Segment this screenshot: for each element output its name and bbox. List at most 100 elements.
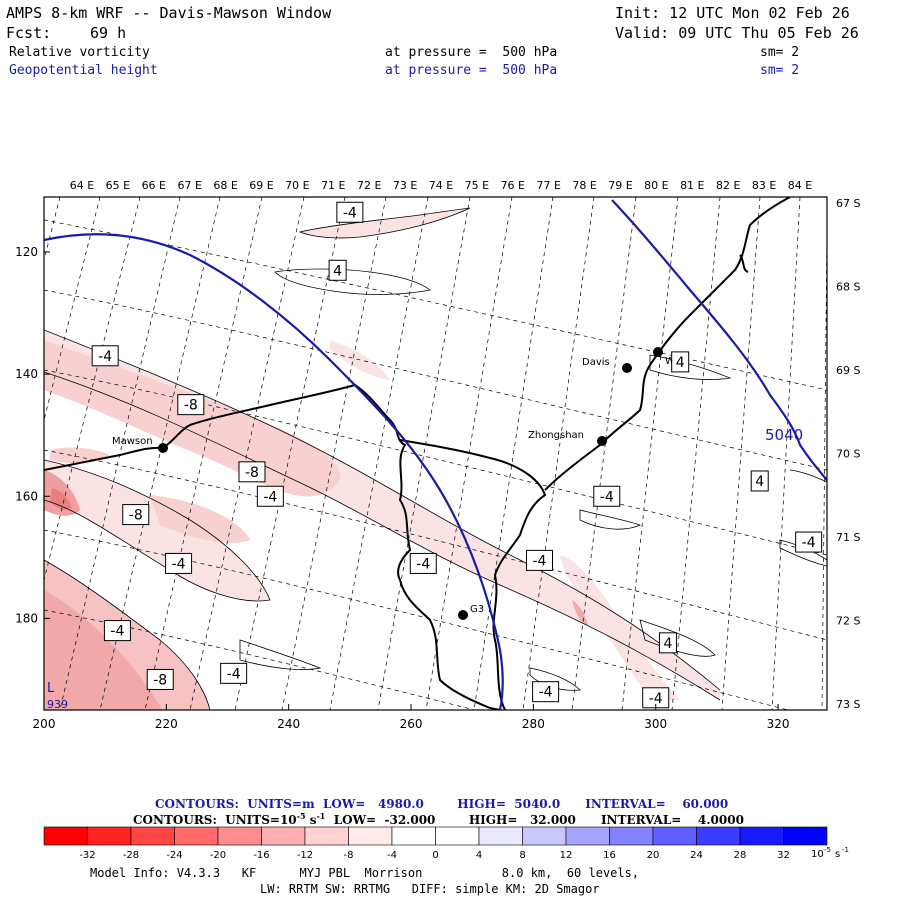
vorticity-label-box (658, 632, 677, 654)
colorbar-tick-label: 4 (476, 850, 482, 861)
colorbar-units-s: s (835, 849, 840, 860)
vorticity-contour-label: -8 (122, 504, 150, 526)
longitude-label: 73 E (393, 179, 417, 192)
colorbar-tick-label: 16 (603, 850, 616, 861)
colorbar-segment (130, 826, 175, 846)
longitude-label: 70 E (285, 179, 309, 192)
vorticity-contour-info: CONTOURS: UNITS=10-5 s-1 LOW= -32.000 HI… (133, 811, 744, 827)
zhongshan-marker (597, 436, 607, 446)
colorbar-tick-label: -8 (344, 850, 354, 861)
vorticity-contour-label: -4 (103, 620, 131, 642)
latitude-label: 69 S (836, 364, 860, 377)
colorbar-segment (522, 826, 567, 846)
vorticity-label-box (795, 531, 823, 553)
vorticity-label-text: 4 (755, 474, 764, 490)
vorticity-label-box (238, 461, 266, 483)
y-tick-label: 140 (15, 367, 38, 381)
latitude-label: 71 S (836, 531, 860, 544)
vorticity-label-text: -4 (649, 691, 663, 707)
vorticity-contour-label: -8 (238, 461, 266, 483)
vorticity-label-text: -8 (129, 508, 143, 524)
vorticity-contour-label: -4 (409, 552, 437, 574)
vorticity-label-text: -4 (533, 553, 547, 569)
longitude-label: 64 E (70, 179, 94, 192)
vorticity-label-text: -8 (153, 672, 167, 688)
vorticity-labels: -44-4-8-8-4-8-4-4-8 -4-4 -4-444-44-4 -4 (91, 201, 823, 709)
colorbar-units-s-exp: -1 (842, 846, 849, 854)
vorticity-contour-label: -4 (256, 485, 284, 507)
colorbar-segment (87, 826, 132, 846)
vorticity-label-text: -4 (343, 205, 357, 221)
vorticity-contour-label: -4 (593, 485, 621, 507)
longitude-label: 77 E (536, 179, 560, 192)
vorticity-contours (44, 207, 827, 710)
longitude-label: 81 E (680, 179, 704, 192)
vorticity-contour-label: 4 (328, 259, 347, 281)
vorticity-label-text: -4 (539, 685, 553, 701)
forecast-hour: 69 h (90, 24, 127, 42)
colorbar-tick-label: 0 (432, 850, 438, 861)
vorticity-label-box (103, 620, 131, 642)
field2-level: at pressure = 500 hPa (385, 63, 558, 78)
vorticity-label-text: -8 (245, 465, 259, 481)
y-tick-label: 160 (15, 489, 38, 503)
colorbar-tick-label: -16 (253, 850, 269, 861)
longitude-label: 68 E (213, 179, 237, 192)
vorticity-contour-label: -4 (165, 552, 193, 574)
colorbar-tick-label: -28 (123, 850, 139, 861)
vorticity-label-text: -4 (416, 556, 430, 572)
colorbar-units: 10 (811, 849, 824, 860)
station-label-g3: G3 (470, 604, 484, 615)
x-tick-label: 280 (522, 717, 545, 731)
colorbar-tick-label: -20 (210, 850, 226, 861)
station-label-mawson: Mawson (112, 436, 153, 447)
axes: 200 220 240 260 280 300 320 120 140 160 180 64 E 65 … (15, 179, 860, 731)
y-tick-label: 120 (15, 245, 38, 259)
vorticity-label-text: -4 (263, 489, 277, 505)
field2-smoothing: sm= 2 (760, 63, 800, 78)
vorticity-label-box (220, 662, 248, 684)
map-plot-area (44, 197, 827, 710)
x-tick-label: 200 (33, 717, 56, 731)
colorbar-tick-label: 32 (777, 850, 790, 861)
valid-time: Valid: 09 UTC Thu 05 Feb 26 (615, 24, 859, 42)
whp-marker (653, 347, 663, 357)
longitude-label: 75 E (465, 179, 489, 192)
vorticity-label-text: 4 (676, 355, 685, 371)
latitude-label: 72 S (836, 615, 860, 628)
vorticity-label-box (525, 549, 553, 571)
colorbar-segment (261, 826, 306, 846)
colorbar-tick-label: -4 (387, 850, 397, 861)
x-tick-label: 260 (400, 717, 423, 731)
colorbar-segment (783, 826, 828, 846)
longitude-label: 72 E (357, 179, 381, 192)
latitude-label: 73 S (836, 698, 860, 711)
vorticity-contour-label: -4 (91, 345, 119, 367)
vorticity-label-box (336, 201, 364, 223)
vorticity-label-box (165, 552, 193, 574)
colorbar-segment (174, 826, 219, 846)
longitude-label: 79 E (608, 179, 632, 192)
g3-marker (458, 610, 468, 620)
model-info-line: Model Info: V4.3.3 KF MYJ PBL Morrison 8… (90, 866, 640, 880)
vorticity-contour-label: 4 (671, 351, 690, 373)
colorbar-segment (391, 826, 436, 846)
x-tick-label: 320 (767, 717, 790, 731)
field1-name: Relative vorticity (9, 45, 150, 60)
colorbar-tick-label: -12 (297, 850, 313, 861)
vorticity-label-box (409, 552, 437, 574)
vorticity-label-box (256, 485, 284, 507)
longitude-label: 76 E (501, 179, 525, 192)
longitude-label: 78 E (572, 179, 596, 192)
vorticity-label-box (146, 668, 174, 690)
longitude-label: 80 E (644, 179, 668, 192)
x-tick-label: 220 (155, 717, 178, 731)
vorticity-label-text: -4 (227, 666, 241, 682)
field2-name: Geopotential height (9, 63, 158, 78)
low-center-marker: L (47, 681, 55, 696)
colorbar-segment (565, 826, 610, 846)
colorbar-units-exp: -5 (824, 846, 831, 854)
vorticity-label-text: -4 (110, 624, 124, 640)
vorticity-contour-label: -4 (220, 662, 248, 684)
